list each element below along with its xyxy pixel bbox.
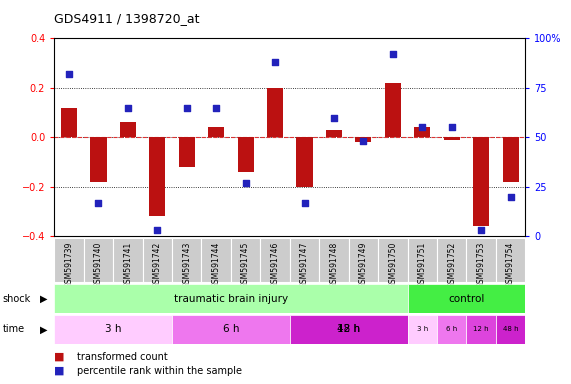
Text: 6 h: 6 h	[446, 326, 457, 332]
Text: ■: ■	[54, 366, 65, 376]
Point	[212, 104, 221, 111]
Point	[506, 194, 515, 200]
Bar	[467, 238, 496, 282]
Bar	[143, 238, 172, 282]
Text: GSM591750: GSM591750	[388, 242, 397, 288]
Point	[152, 227, 162, 233]
Bar	[290, 315, 408, 344]
Text: 3 h: 3 h	[417, 326, 428, 332]
Bar	[90, 137, 107, 182]
Text: GSM591749: GSM591749	[359, 242, 368, 288]
Text: GSM591748: GSM591748	[329, 242, 339, 288]
Point	[300, 199, 309, 205]
Text: percentile rank within the sample: percentile rank within the sample	[77, 366, 242, 376]
Text: traumatic brain injury: traumatic brain injury	[174, 293, 288, 304]
Bar	[238, 137, 254, 172]
Text: GSM591745: GSM591745	[241, 242, 250, 288]
Bar	[290, 238, 319, 282]
Point	[241, 180, 250, 186]
Bar	[113, 238, 143, 282]
Bar	[290, 315, 408, 344]
Bar	[54, 284, 408, 313]
Bar	[408, 284, 525, 313]
Bar	[231, 238, 260, 282]
Bar	[179, 137, 195, 167]
Text: GSM591746: GSM591746	[271, 242, 280, 288]
Point	[182, 104, 191, 111]
Bar	[355, 137, 372, 142]
Text: GSM591743: GSM591743	[182, 242, 191, 288]
Text: 12 h: 12 h	[337, 324, 360, 334]
Point	[329, 114, 339, 121]
Text: GSM591744: GSM591744	[212, 242, 220, 288]
Bar	[202, 238, 231, 282]
Bar	[208, 127, 224, 137]
Bar	[408, 315, 437, 344]
Point	[271, 59, 280, 65]
Bar	[473, 137, 489, 226]
Bar	[349, 238, 378, 282]
Bar	[54, 238, 84, 282]
Bar	[267, 88, 283, 137]
Point	[388, 51, 397, 57]
Text: shock: shock	[3, 293, 31, 304]
Bar	[54, 315, 172, 344]
Bar	[496, 238, 525, 282]
Text: GSM591741: GSM591741	[123, 242, 132, 288]
Bar	[437, 238, 467, 282]
Text: GSM591753: GSM591753	[477, 242, 486, 288]
Bar	[61, 108, 77, 137]
Text: 48 h: 48 h	[337, 324, 360, 334]
Point	[447, 124, 456, 131]
Text: GDS4911 / 1398720_at: GDS4911 / 1398720_at	[54, 12, 200, 25]
Text: GSM591754: GSM591754	[506, 242, 515, 288]
Bar	[437, 315, 467, 344]
Bar	[172, 238, 202, 282]
Point	[123, 104, 132, 111]
Point	[65, 71, 74, 77]
Bar	[378, 238, 408, 282]
Point	[418, 124, 427, 131]
Bar	[408, 238, 437, 282]
Bar	[444, 137, 460, 140]
Bar	[172, 315, 290, 344]
Text: transformed count: transformed count	[77, 352, 168, 362]
Bar	[467, 315, 496, 344]
Bar	[414, 127, 431, 137]
Text: 3 h: 3 h	[105, 324, 122, 334]
Text: GSM591751: GSM591751	[418, 242, 427, 288]
Bar	[496, 315, 525, 344]
Bar	[296, 137, 312, 187]
Text: 12 h: 12 h	[473, 326, 489, 332]
Bar	[326, 130, 342, 137]
Point	[359, 138, 368, 144]
Bar	[260, 238, 289, 282]
Text: control: control	[448, 293, 485, 304]
Point	[477, 227, 486, 233]
Bar	[84, 238, 113, 282]
Text: GSM591740: GSM591740	[94, 242, 103, 288]
Bar	[385, 83, 401, 137]
Bar	[502, 137, 518, 182]
Text: 6 h: 6 h	[223, 324, 239, 334]
Text: ▶: ▶	[40, 293, 47, 304]
Point	[94, 199, 103, 205]
Text: GSM591747: GSM591747	[300, 242, 309, 288]
Text: ■: ■	[54, 352, 65, 362]
Text: 48 h: 48 h	[503, 326, 518, 332]
Bar	[120, 122, 136, 137]
Text: ▶: ▶	[40, 324, 47, 334]
Text: GSM591752: GSM591752	[447, 242, 456, 288]
Text: GSM591742: GSM591742	[153, 242, 162, 288]
Bar	[149, 137, 166, 217]
Bar	[319, 238, 349, 282]
Text: GSM591739: GSM591739	[65, 242, 74, 288]
Text: time: time	[3, 324, 25, 334]
